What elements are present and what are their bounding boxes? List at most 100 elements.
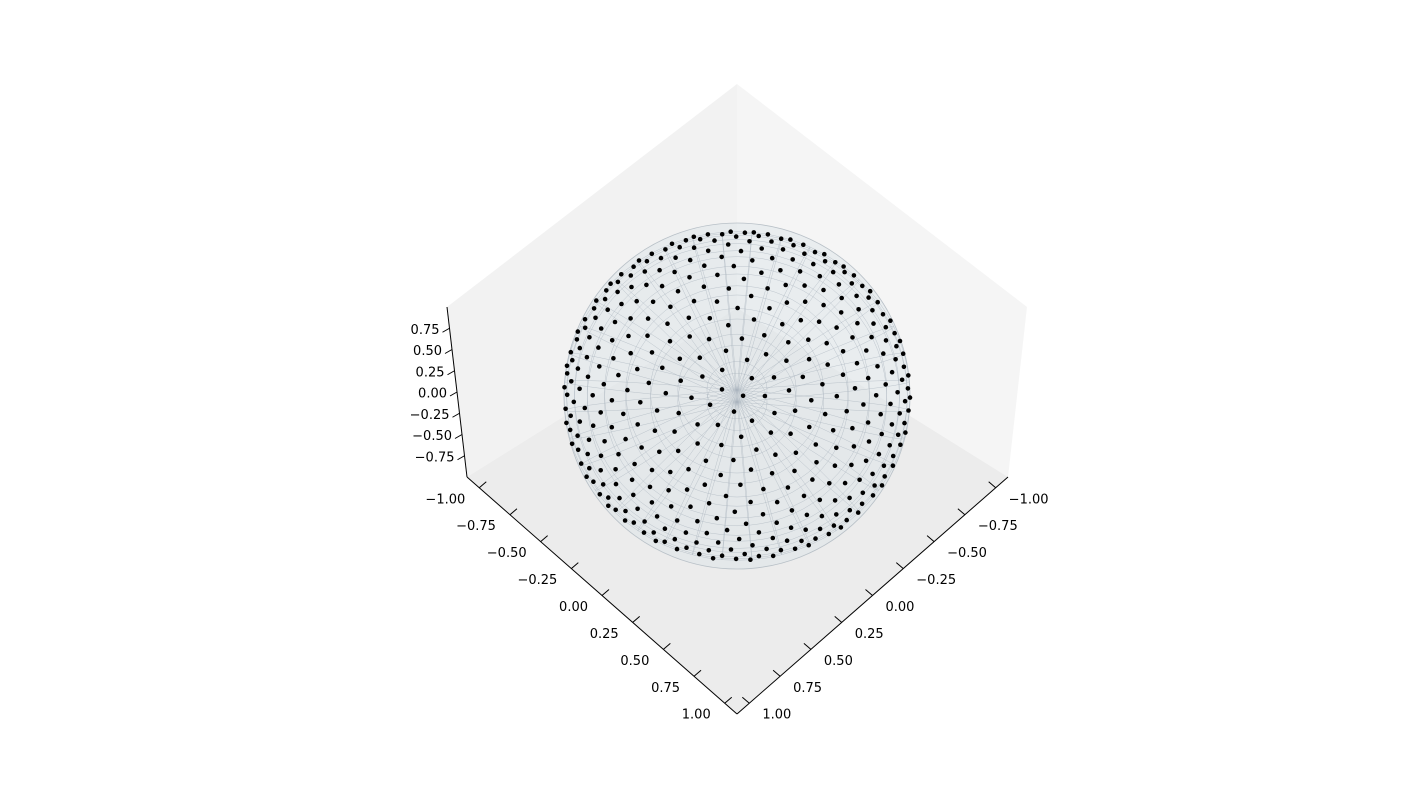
scatter-point [742, 551, 747, 557]
wire-parallel [650, 318, 824, 484]
scatter-point [880, 312, 886, 317]
scatter-point [623, 508, 628, 514]
scatter-point [663, 390, 669, 396]
scatter-point [677, 244, 682, 250]
scatter-point [702, 482, 708, 488]
scatter-point [888, 401, 893, 407]
z-axis-tick [447, 370, 455, 376]
y-axis-tick [772, 669, 781, 677]
scatter-point [894, 343, 899, 349]
scatter-point [700, 374, 705, 379]
scatter-point [756, 530, 762, 535]
scatter-point [687, 275, 692, 280]
scatter-point [706, 336, 712, 342]
scatter-point [705, 248, 711, 254]
scatter-point [695, 518, 700, 524]
scatter-point [832, 498, 838, 503]
scatter-point [689, 395, 694, 401]
scatter-point [694, 540, 699, 545]
scatter-point [788, 431, 793, 437]
scatter-point [769, 239, 774, 244]
scatter-point [841, 264, 846, 269]
wire-parallel [604, 265, 870, 519]
scatter-point [621, 411, 626, 417]
scatter-point [840, 372, 846, 378]
scatter-point [591, 306, 597, 311]
x-axis-tick [509, 508, 518, 516]
scatter-point [719, 553, 725, 558]
scatter-point [738, 434, 744, 440]
scatter-point [707, 402, 713, 408]
scatter-point [748, 557, 753, 562]
wire-parallel [650, 308, 824, 474]
scatter-point [574, 337, 580, 342]
scatter-point [675, 288, 681, 294]
scatter-point [691, 245, 697, 250]
scatter-point [569, 441, 575, 447]
scatter-point [839, 295, 844, 301]
y-axis-tick [803, 642, 812, 650]
scatter-point [668, 504, 674, 509]
scatter-point [772, 410, 777, 416]
scatter-point [673, 255, 678, 260]
sphere-wireframe [563, 222, 911, 570]
axis-ticks: −1.00−0.75−0.50−0.250.000.250.500.751.00… [410, 323, 1049, 723]
scatter-point [761, 486, 766, 492]
scatter-point [797, 269, 803, 274]
scatter-point [719, 387, 725, 392]
scatter-point [719, 442, 724, 448]
scatter-point [893, 357, 898, 362]
scatter-point [612, 319, 618, 325]
scatter-point [564, 363, 570, 369]
scatter-point [687, 257, 693, 263]
z-axis-tick-label: 0.00 [418, 387, 447, 402]
scatter-point [582, 317, 588, 322]
z-axis-tick-label: −0.25 [410, 408, 450, 423]
scatter-point [883, 338, 889, 343]
scatter-point [802, 251, 807, 256]
scatter-point [619, 272, 624, 277]
scatter-point [651, 530, 656, 535]
scatter-point [824, 340, 829, 346]
scatter-point [704, 530, 710, 536]
scatter-point [628, 273, 634, 278]
scatter-point [809, 398, 814, 403]
scatter-point [786, 340, 791, 345]
scatter-point [653, 538, 659, 544]
scatter-point [830, 269, 836, 275]
scatter-point [608, 281, 613, 287]
scatter-point [715, 272, 720, 278]
scatter-point [564, 420, 569, 426]
scatter-point [678, 378, 683, 384]
scatter-point [887, 443, 892, 448]
scatter-point [625, 387, 630, 393]
scatter-point [865, 375, 871, 381]
scatter-point [597, 364, 602, 369]
scatter-point [763, 352, 769, 357]
scatter-point [582, 325, 588, 331]
scatter-point [593, 315, 598, 321]
scatter-point [642, 269, 648, 274]
scatter-point [881, 351, 886, 356]
scatter-point [866, 295, 871, 300]
scatter-point [861, 402, 866, 407]
scatter-point [590, 423, 596, 429]
scatter-point [773, 452, 778, 458]
scatter-point [674, 518, 680, 523]
scatter-point [765, 232, 771, 237]
x-axis-tick [693, 669, 702, 677]
scatter-point [903, 430, 908, 435]
scatter-point [822, 259, 828, 264]
scatter-point [834, 325, 839, 330]
scatter-point [672, 429, 677, 434]
wire-parallel [586, 250, 888, 536]
scatter-point [760, 512, 766, 517]
z-axis-tick [444, 349, 453, 354]
scatter-point [644, 258, 650, 264]
scatter-point [740, 393, 746, 399]
scatter-point [660, 365, 665, 371]
x-axis-tick-label: −1.00 [425, 492, 465, 507]
scatter-point [770, 553, 776, 559]
scatter-point [821, 287, 826, 293]
scatter-point [871, 321, 876, 326]
